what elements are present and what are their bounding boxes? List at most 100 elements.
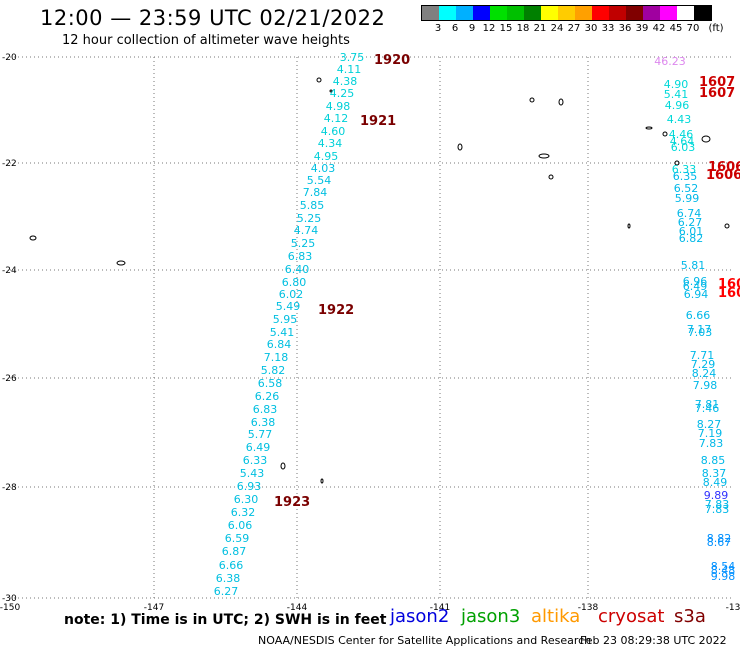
- wave-height-value: 6.84: [267, 338, 292, 351]
- wave-height-value: 4.60: [321, 125, 346, 138]
- wave-height-value: 7.84: [303, 186, 328, 199]
- wave-height-value: 3.75: [340, 51, 365, 64]
- satellite-jason2: jason2: [390, 606, 450, 627]
- legend-color-bar: [421, 5, 712, 21]
- island-outline: [329, 89, 333, 93]
- wave-height-value: 46.23: [654, 55, 686, 68]
- legend-label: 33: [601, 23, 615, 34]
- island-outline: [529, 97, 535, 103]
- page-subtitle: 12 hour collection of altimeter wave hei…: [62, 33, 350, 48]
- wave-height-value: 7.19: [698, 427, 723, 440]
- wave-height-value: 4.12: [324, 112, 349, 125]
- island-outline: [662, 131, 668, 137]
- wave-height-value: 7.81: [695, 398, 720, 411]
- legend-labels: 3 6 9 12 15 18 21 24 27 30 33 36 39 42 45 70 (ft): [421, 21, 724, 35]
- lon-label: -147: [144, 603, 164, 613]
- legend-label: 42: [652, 23, 666, 34]
- legend-swatch: [439, 6, 456, 20]
- legend-label: 18: [516, 23, 530, 34]
- legend-label: 36: [618, 23, 632, 34]
- wave-height-value: 5.49: [276, 300, 301, 313]
- wave-height-value: 7.83: [699, 437, 724, 450]
- wave-height-value: 5.85: [300, 199, 325, 212]
- wave-height-value: 6.52: [674, 182, 699, 195]
- wave-height-value: 6.96: [683, 275, 708, 288]
- wave-height-value: 4.43: [667, 113, 692, 126]
- legend-swatch: [507, 6, 524, 20]
- legend-swatch: [592, 6, 609, 20]
- wave-height-value: 7.46: [695, 402, 720, 415]
- island-outline: [116, 260, 126, 266]
- wave-height-value: 4.95: [314, 150, 339, 163]
- wave-height-value: 7.71: [690, 349, 715, 362]
- wave-height-value: 6.40: [285, 263, 310, 276]
- legend-label: 45: [669, 23, 683, 34]
- wave-height-value: 8.27: [697, 418, 722, 431]
- wave-height-value: 8.67: [707, 536, 732, 549]
- island-outline: [701, 135, 711, 143]
- time-label: 1921: [360, 114, 396, 129]
- time-label: 1607: [699, 86, 735, 101]
- wave-height-value: 6.74: [677, 207, 702, 220]
- wave-height-value: 5.54: [307, 174, 332, 187]
- wave-height-value: 5.41: [270, 326, 295, 339]
- generated-timestamp: Feb 23 08:29:38 UTC 2022: [580, 634, 727, 647]
- wave-height-value: 6.49: [683, 280, 708, 293]
- time-label: 160: [718, 286, 740, 301]
- legend-label: 27: [567, 23, 581, 34]
- legend-label: 6: [451, 23, 459, 34]
- wave-height-value: 8.48: [711, 564, 736, 577]
- legend-swatch: [609, 6, 626, 20]
- wave-height-value: 4.11: [337, 63, 362, 76]
- lat-label: -30: [2, 594, 17, 604]
- wave-height-value: 6.30: [234, 493, 259, 506]
- wave-height-value: 4.34: [318, 137, 343, 150]
- island-outline: [320, 478, 324, 484]
- legend-swatch: [575, 6, 592, 20]
- wave-height-value: 8.24: [692, 367, 717, 380]
- wave-height-value: 5.25: [297, 212, 322, 225]
- wave-height-value: 6.58: [258, 377, 283, 390]
- wave-height-value: 5.41: [664, 88, 689, 101]
- legend-swatch: [456, 6, 473, 20]
- satellite-s3a: s3a: [674, 606, 706, 627]
- lon-label: -13: [726, 603, 740, 613]
- wave-height-value: 8.54: [711, 560, 736, 573]
- lon-label: -138: [578, 603, 599, 613]
- wave-height-value: 4.46: [669, 128, 694, 141]
- lat-label: -20: [2, 53, 17, 63]
- color-legend: 3 6 9 12 15 18 21 24 27 30 33 36 39 42 45 70 (ft): [421, 5, 724, 35]
- wave-height-value: 4.98: [326, 100, 351, 113]
- wave-height-value: 5.25: [291, 237, 316, 250]
- island-outline: [724, 223, 730, 229]
- wave-height-value: 8.49: [703, 476, 728, 489]
- legend-label: 70: [686, 23, 700, 34]
- wave-height-value: 8.85: [701, 454, 726, 467]
- wave-height-value: 5.77: [248, 428, 273, 441]
- legend-label: 9: [468, 23, 476, 34]
- wave-height-value: 6.66: [686, 309, 711, 322]
- island-outline: [316, 77, 322, 83]
- wave-height-value: 6.33: [672, 163, 697, 176]
- legend-label: 12: [482, 23, 496, 34]
- island-outline: [558, 98, 564, 106]
- wave-height-value: 8.82: [707, 532, 732, 545]
- time-label: 1923: [274, 495, 310, 510]
- legend-swatch: [677, 6, 694, 20]
- wave-height-value: 7.29: [691, 358, 716, 371]
- legend-label: 24: [550, 23, 564, 34]
- wave-height-value: 4.38: [333, 75, 358, 88]
- wave-height-value: 6.26: [255, 390, 280, 403]
- time-label: 1920: [374, 53, 410, 68]
- legend-swatch: [524, 6, 541, 20]
- wave-height-value: 4.74: [294, 224, 319, 237]
- wave-height-value: 7.17: [687, 323, 712, 336]
- satellite-altika: altika: [531, 606, 581, 627]
- time-label: 160: [718, 277, 740, 292]
- wave-height-value: 5.99: [675, 192, 700, 205]
- wave-height-value: 6.32: [231, 506, 256, 519]
- wave-height-value: 6.38: [216, 572, 241, 585]
- lat-label: -28: [2, 483, 17, 493]
- legend-label: 15: [499, 23, 513, 34]
